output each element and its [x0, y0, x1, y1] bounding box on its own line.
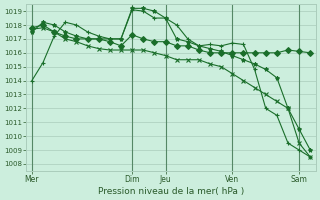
X-axis label: Pression niveau de la mer( hPa ): Pression niveau de la mer( hPa )	[98, 187, 244, 196]
